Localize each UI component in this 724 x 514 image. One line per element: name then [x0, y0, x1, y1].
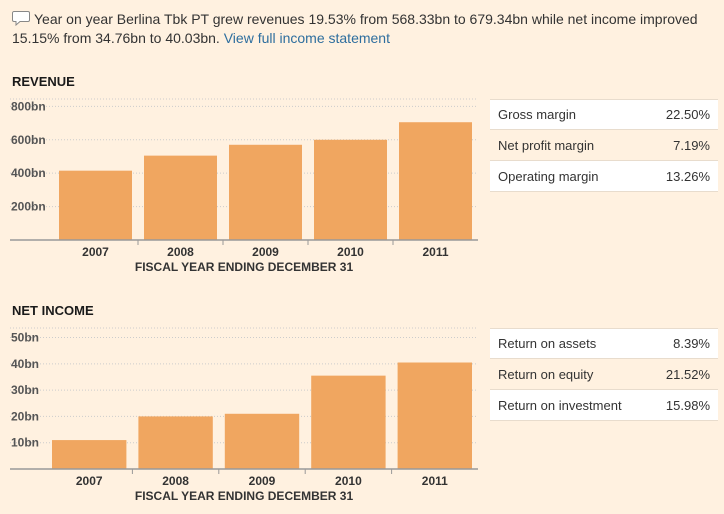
bar-2010[interactable] — [311, 375, 386, 469]
bar-2007[interactable] — [59, 170, 132, 240]
bar-2011[interactable] — [397, 362, 472, 470]
metric-value: 13.26% — [665, 168, 710, 184]
metric-row-return-on-investment: Return on investment 15.98% — [490, 390, 718, 421]
metric-value: 7.19% — [673, 137, 710, 153]
summary-text-block: Year on year Berlina Tbk PT grew revenue… — [12, 10, 717, 48]
bar-2008[interactable] — [144, 155, 217, 240]
summary-sentence: Year on year Berlina Tbk PT grew revenue… — [12, 11, 698, 46]
metric-value: 8.39% — [673, 336, 710, 351]
net-income-metrics-table: Return on assets 8.39% Return on equity … — [490, 328, 718, 421]
x-tick-label: 2011 — [422, 245, 448, 259]
comment-bubble-icon[interactable] — [12, 10, 30, 26]
metric-row-net-profit-margin: Net profit margin 7.19% — [490, 130, 718, 161]
bar-2007[interactable] — [52, 440, 127, 469]
revenue-chart: 200bn 400bn 600bn 800bn 2007 2008 2009 2010 2011… — [10, 98, 478, 274]
y-tick-label: 200bn — [11, 200, 46, 214]
x-tick-label: 2008 — [162, 474, 189, 488]
metric-row-gross-margin: Gross margin 22.50% — [490, 99, 718, 130]
x-tick-label: 2010 — [335, 474, 362, 488]
x-tick-label: 2010 — [337, 245, 364, 259]
y-tick-label: 600bn — [11, 133, 46, 147]
y-tick-label: 20bn — [11, 409, 39, 423]
x-tick-label: 2008 — [167, 245, 194, 259]
revenue-metrics-table: Gross margin 22.50% Net profit margin 7.… — [490, 99, 718, 192]
metric-label: Return on equity — [498, 366, 594, 382]
metric-value: 15.98% — [665, 397, 710, 413]
x-tick-label: 2009 — [252, 245, 279, 259]
metric-value: 21.52% — [665, 366, 710, 382]
y-tick-label: 30bn — [11, 383, 39, 397]
y-tick-label: 10bn — [11, 436, 39, 450]
metric-label: Gross margin — [498, 107, 577, 122]
y-tick-label: 40bn — [11, 357, 39, 371]
x-tick-label: 2011 — [422, 474, 448, 488]
x-tick-label: 2009 — [249, 474, 276, 488]
metric-label: Operating margin — [498, 168, 599, 184]
view-income-statement-link[interactable]: View full income statement — [223, 30, 390, 46]
x-axis-title: FISCAL YEAR ENDING DECEMBER 31 — [135, 489, 354, 503]
x-axis-title: FISCAL YEAR ENDING DECEMBER 31 — [135, 260, 354, 274]
bar-2011[interactable] — [399, 122, 472, 240]
y-tick-label: 400bn — [11, 166, 46, 180]
metric-row-return-on-equity: Return on equity 21.52% — [490, 359, 718, 390]
revenue-section-title: REVENUE — [12, 74, 75, 89]
bar-2009[interactable] — [229, 144, 302, 240]
metric-row-return-on-assets: Return on assets 8.39% — [490, 328, 718, 359]
bar-2009[interactable] — [224, 413, 300, 469]
metric-label: Net profit margin — [498, 137, 595, 153]
y-tick-label: 800bn — [11, 99, 46, 113]
y-tick-label: 50bn — [11, 331, 39, 345]
x-tick-label: 2007 — [82, 245, 109, 259]
net-income-section-title: NET INCOME — [12, 303, 94, 318]
metric-label: Return on assets — [498, 336, 597, 351]
metric-label: Return on investment — [498, 397, 622, 413]
metric-row-operating-margin: Operating margin 13.26% — [490, 161, 718, 192]
net-income-chart: 10bn 20bn 30bn 40bn 50bn 2007 2008 2009 2010 2011… — [10, 327, 478, 503]
bar-2008[interactable] — [138, 416, 213, 469]
x-tick-label: 2007 — [76, 474, 103, 488]
bar-2010[interactable] — [314, 139, 387, 240]
metric-value: 22.50% — [665, 107, 710, 122]
